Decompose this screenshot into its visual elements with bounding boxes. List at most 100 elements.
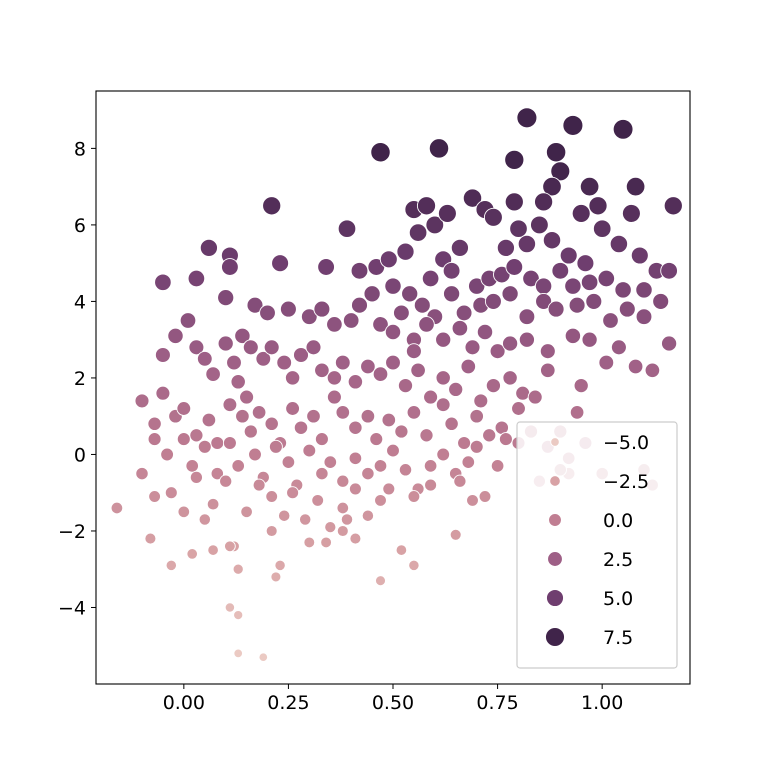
data-point [581, 331, 598, 348]
data-point [625, 176, 646, 197]
data-point [423, 389, 439, 405]
data-point [559, 246, 578, 265]
points-layer [110, 107, 683, 662]
data-point [221, 258, 239, 276]
data-point [375, 575, 386, 587]
x-tick-label: 1.00 [581, 692, 623, 714]
data-point [361, 466, 375, 481]
data-point [522, 269, 540, 288]
data-point [303, 536, 316, 549]
data-point [592, 219, 612, 238]
data-point [457, 436, 472, 450]
legend: −5.0 −2.5 0.0 2.5 5.0 7.5 [516, 421, 678, 669]
data-point [379, 250, 398, 269]
legend-label: 2.5 [603, 549, 633, 571]
data-point [189, 470, 203, 484]
data-point [504, 149, 525, 170]
data-point [413, 296, 431, 314]
data-point [518, 308, 536, 326]
data-point [361, 509, 375, 522]
data-point [496, 238, 515, 257]
data-point [317, 258, 335, 276]
data-point [305, 339, 322, 356]
data-point [418, 316, 435, 333]
data-point [539, 343, 556, 360]
y-tick-label: −4 [58, 597, 86, 619]
data-point [428, 138, 450, 159]
data-point [306, 408, 321, 424]
data-point [219, 474, 233, 488]
legend-marker [547, 551, 563, 567]
data-point [502, 335, 519, 352]
data-point [490, 459, 505, 473]
y-tick-label: 6 [74, 215, 86, 237]
data-point [449, 528, 462, 541]
data-point [232, 563, 244, 575]
data-point [660, 261, 678, 280]
legend-label: −2.5 [603, 471, 649, 493]
data-point [401, 285, 419, 303]
data-point [135, 466, 149, 481]
data-point [233, 648, 243, 659]
data-point [226, 354, 242, 371]
data-point [461, 455, 476, 469]
data-point [576, 254, 595, 273]
data-point [585, 292, 603, 310]
data-point [336, 525, 349, 537]
data-point [348, 451, 363, 466]
data-point [110, 501, 124, 515]
data-point [314, 362, 330, 379]
data-point [515, 385, 531, 401]
data-point [242, 339, 259, 356]
data-point [217, 289, 235, 307]
data-point [451, 319, 469, 337]
data-point [248, 447, 262, 462]
data-point [246, 296, 264, 314]
data-point [252, 478, 266, 492]
data-point [610, 339, 627, 356]
data-point [518, 331, 535, 348]
data-point [336, 501, 350, 515]
data-point [348, 420, 363, 435]
data-point [347, 374, 364, 390]
data-point [534, 277, 553, 295]
data-point [311, 494, 325, 507]
data-point [394, 424, 409, 439]
data-point [517, 234, 537, 254]
data-point [201, 412, 217, 428]
data-point [408, 223, 428, 242]
data-point [614, 281, 632, 299]
data-point [293, 420, 309, 435]
data-point [408, 559, 420, 572]
data-point [240, 505, 253, 519]
data-point [198, 513, 211, 526]
data-point [167, 327, 184, 345]
data-point [299, 513, 312, 526]
data-point [421, 269, 440, 288]
legend-box [516, 421, 678, 669]
data-point [652, 292, 670, 310]
data-point [134, 393, 150, 409]
data-point [373, 459, 388, 473]
data-point [547, 300, 565, 318]
y-tick-label: 4 [74, 291, 86, 313]
data-point [571, 203, 591, 223]
data-point [416, 196, 437, 216]
data-point [398, 463, 413, 477]
data-point [489, 343, 506, 360]
data-point [185, 459, 199, 473]
data-point [476, 323, 494, 341]
data-point [425, 215, 445, 235]
legend-marker [545, 627, 565, 647]
data-point [597, 269, 616, 288]
data-point [155, 385, 171, 401]
data-point [550, 161, 571, 182]
data-point [239, 389, 255, 405]
data-point [206, 497, 220, 511]
data-point [405, 343, 422, 360]
data-point [516, 107, 538, 129]
data-point [630, 246, 649, 265]
data-point [279, 300, 297, 318]
data-point [419, 428, 434, 443]
data-point [635, 281, 653, 299]
